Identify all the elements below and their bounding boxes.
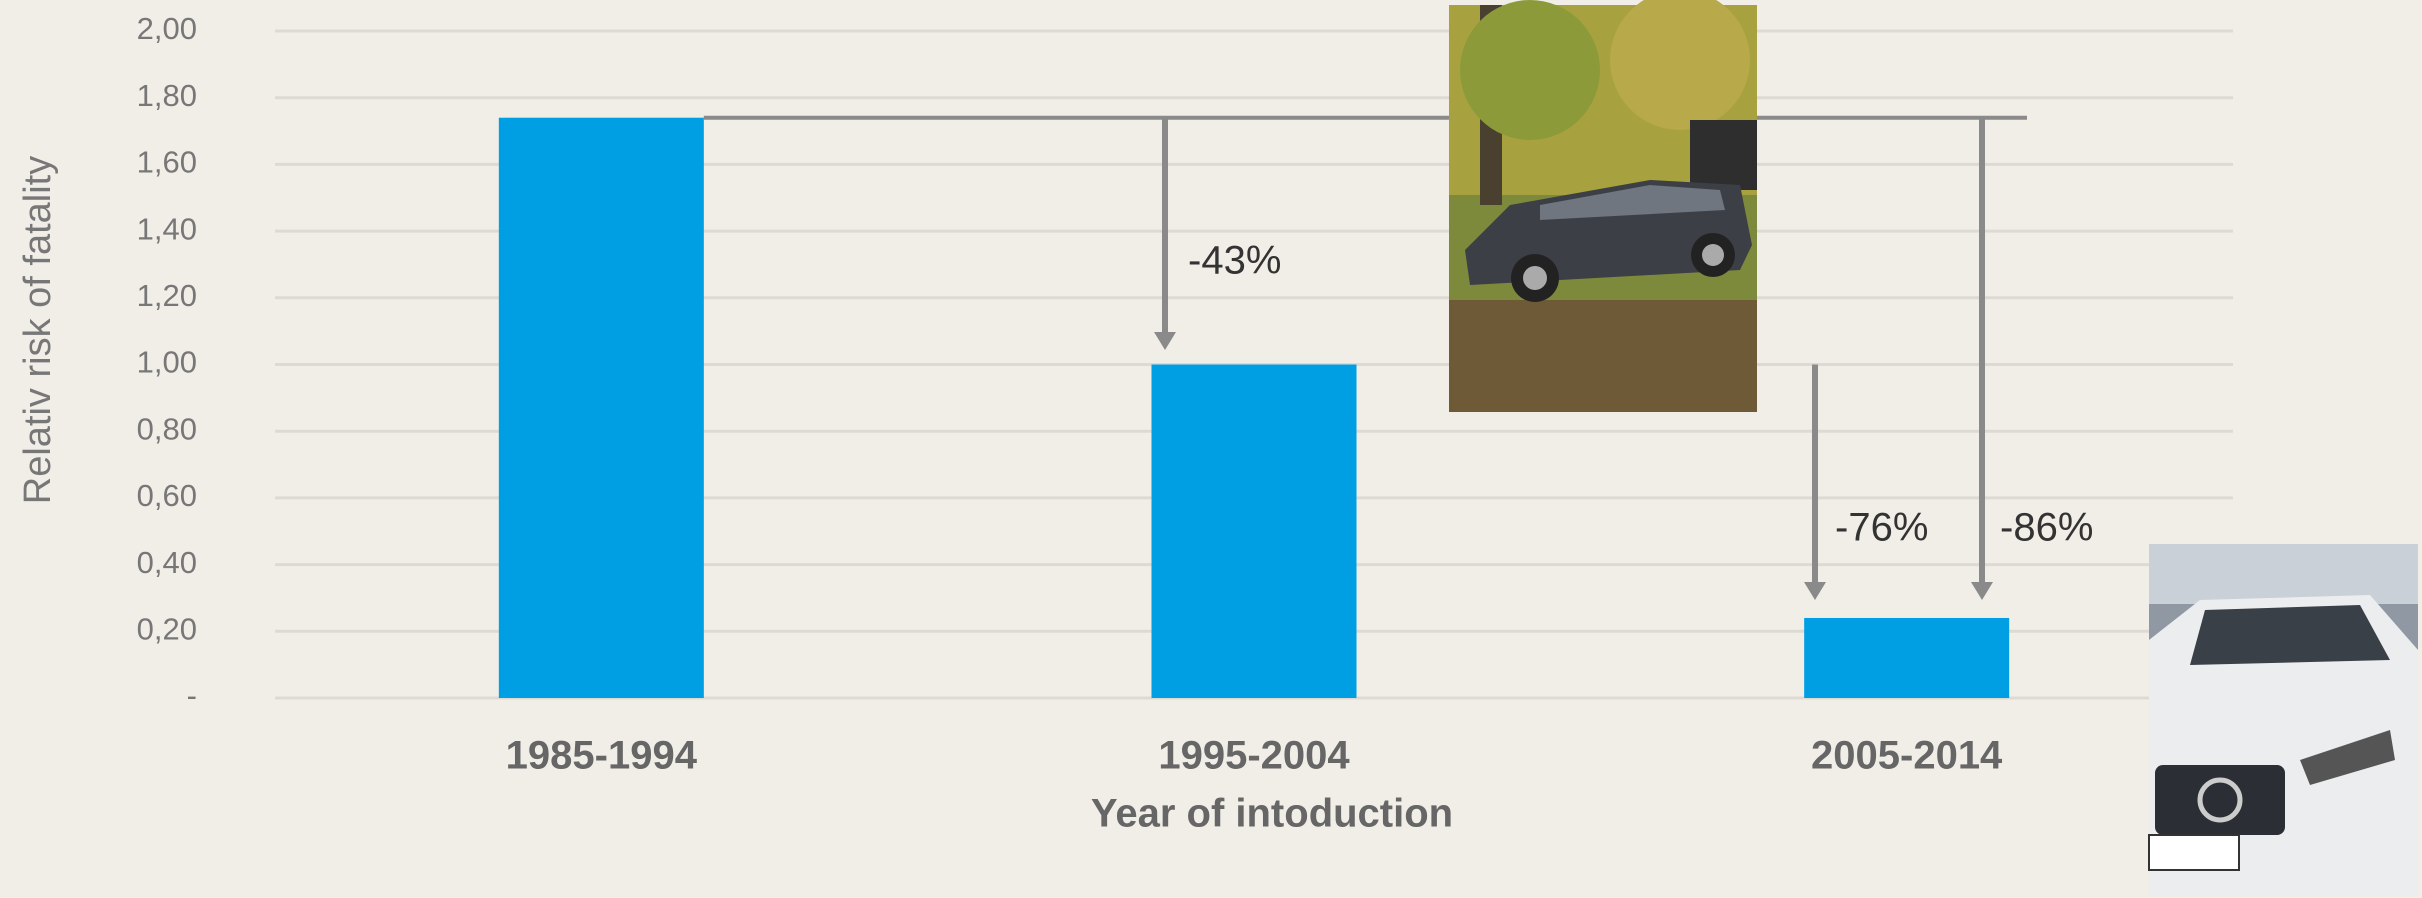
bar (1151, 364, 1357, 698)
y-tick-label: - (187, 678, 197, 713)
arrow-head (1154, 332, 1176, 350)
y-tick-label: 1,80 (137, 78, 197, 113)
y-tick-label: 0,20 (137, 611, 197, 646)
arrow-head (1804, 582, 1826, 600)
y-tick-label: 1,20 (137, 278, 197, 313)
x-tick-label: 2005-2014 (1811, 734, 2003, 778)
bar (1804, 617, 2010, 698)
y-tick-label: 1,40 (137, 211, 197, 246)
x-axis-label: Year of intoduction (1091, 792, 1453, 836)
y-tick-label: 0,60 (137, 478, 197, 513)
photo-suv (1449, 0, 1757, 412)
y-tick-label: 0,40 (137, 545, 197, 580)
x-tick-label: 1995-2004 (1158, 734, 1350, 778)
y-tick-label: 2,00 (137, 11, 197, 46)
y-axis-label: Relativ risk of fatality (17, 156, 59, 504)
photo-white-car (2148, 544, 2418, 896)
y-tick-label: 1,60 (137, 145, 197, 180)
bar (498, 117, 704, 698)
annotation: -86% (2000, 506, 2093, 550)
arrow-head (1971, 582, 1993, 600)
annotation: -43% (1188, 239, 1281, 283)
x-tick-label: 1985-1994 (506, 734, 698, 778)
y-tick-label: 1,00 (137, 345, 197, 380)
annotation: -76% (1835, 506, 1928, 550)
y-tick-label: 0,80 (137, 411, 197, 446)
